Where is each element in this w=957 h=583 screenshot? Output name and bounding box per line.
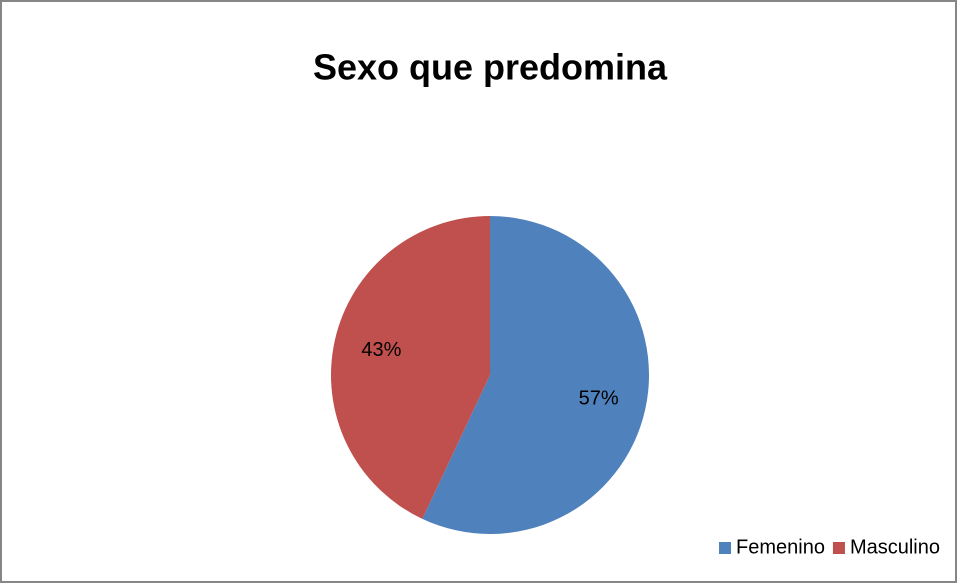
pie-slice	[422, 216, 650, 535]
pie-slice	[331, 216, 490, 519]
data-label: 43%	[361, 339, 401, 361]
chart-title: Sexo que predomina	[313, 47, 668, 88]
data-label: 57%	[579, 388, 619, 410]
legend-swatch	[719, 542, 732, 554]
legend-label: Masculino	[850, 536, 940, 558]
legend-swatch	[832, 542, 845, 554]
legend-label: Femenino	[736, 536, 825, 558]
